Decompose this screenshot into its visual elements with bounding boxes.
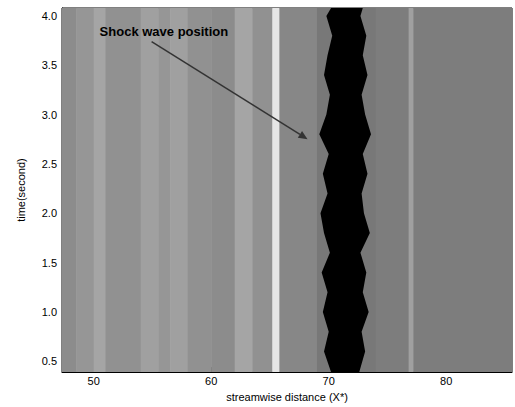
svg-text:60: 60 <box>205 375 217 387</box>
svg-text:0.5: 0.5 <box>42 355 57 367</box>
svg-text:70: 70 <box>323 375 335 387</box>
svg-text:1.5: 1.5 <box>42 257 57 269</box>
svg-text:1.0: 1.0 <box>42 306 57 318</box>
svg-text:streamwise distance (X*): streamwise distance (X*) <box>226 391 348 403</box>
svg-text:3.5: 3.5 <box>42 59 57 71</box>
svg-text:Shock wave position: Shock wave position <box>100 24 229 39</box>
svg-text:50: 50 <box>88 375 100 387</box>
svg-text:4.0: 4.0 <box>42 10 57 22</box>
svg-text:time(second): time(second) <box>15 158 27 222</box>
svg-text:3.0: 3.0 <box>42 109 57 121</box>
svg-text:2.5: 2.5 <box>42 158 57 170</box>
svg-text:80: 80 <box>440 375 452 387</box>
svg-text:2.0: 2.0 <box>42 207 57 219</box>
